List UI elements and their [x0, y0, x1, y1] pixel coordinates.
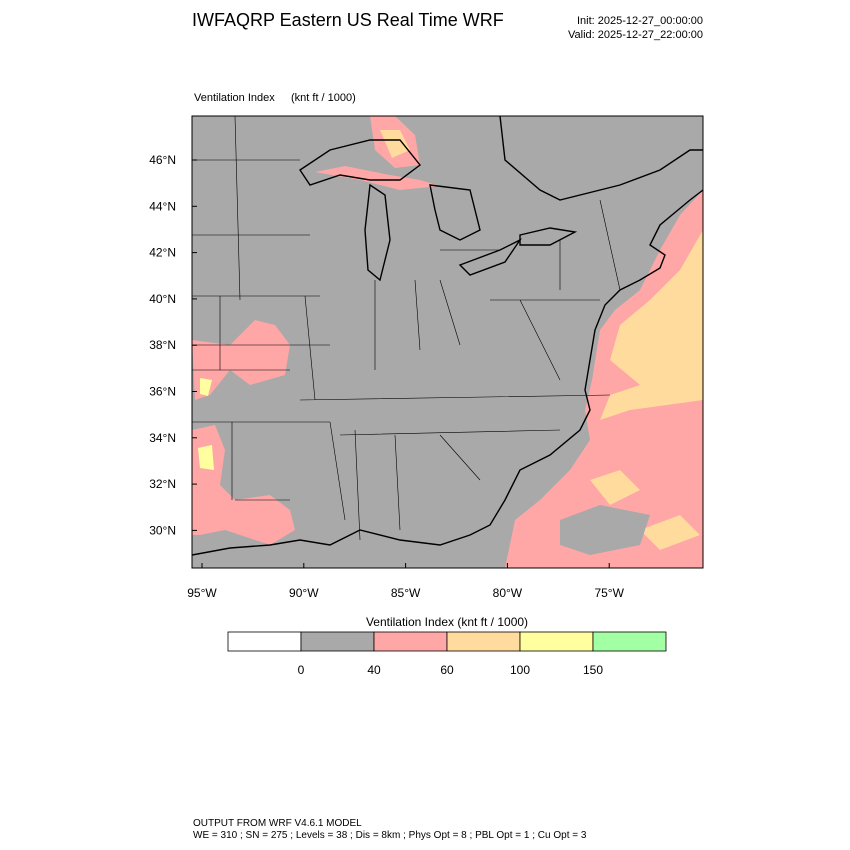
legend-label: 60 — [440, 663, 454, 677]
legend-label: 40 — [367, 663, 381, 677]
high-ventilation-area — [192, 320, 290, 400]
legend-label: 100 — [510, 663, 530, 677]
legend-swatch — [300, 631, 375, 652]
extreme-ventilation-area — [198, 378, 214, 470]
init-time: Init: 2025-12-27_00:00:00 — [577, 15, 703, 27]
lat-label: 36°N — [149, 385, 176, 399]
lon-label: 75°W — [594, 586, 624, 600]
lat-label: 30°N — [149, 523, 176, 537]
legend-label: 150 — [583, 663, 603, 677]
very-high-ventilation-area — [590, 470, 700, 550]
lat-label: 32°N — [149, 477, 176, 491]
very-high-ventilation-area — [600, 230, 703, 420]
title: IWFAQRP Eastern US Real Time WRF — [192, 10, 504, 30]
very-high-ventilation-area — [380, 130, 410, 158]
legend-title: Ventilation Index (knt ft / 1000) — [366, 615, 528, 629]
lake-huron — [429, 184, 481, 241]
lon-label: 95°W — [187, 586, 217, 600]
coastlines — [192, 116, 703, 556]
field-name: Ventilation Index — [194, 92, 275, 104]
field-units: (knt ft / 1000) — [291, 92, 356, 104]
legend-swatch — [373, 631, 448, 652]
legend-swatch — [227, 631, 302, 652]
state-borders — [192, 116, 621, 541]
map — [192, 116, 703, 568]
lat-label: 38°N — [149, 338, 176, 352]
low-ventilation-area — [560, 505, 650, 555]
map-frame — [191, 115, 704, 569]
lon-label: 85°W — [391, 586, 421, 600]
lake-superior — [299, 139, 421, 186]
high-ventilation-area — [315, 166, 440, 190]
legend-swatch — [446, 631, 521, 652]
lat-label: 44°N — [149, 199, 176, 213]
legend-label: 0 — [298, 663, 305, 677]
legend: 0 40 60 100 150 — [227, 631, 667, 677]
legend-swatch — [592, 631, 667, 652]
lon-label: 80°W — [493, 586, 523, 600]
axes: 46°N 44°N 42°N 40°N 38°N 36°N 34°N 32°N 30°N 95°W… — [149, 153, 624, 600]
valid-time: Valid: 2025-12-27_22:00:00 — [568, 29, 703, 41]
lat-label: 34°N — [149, 431, 176, 445]
lon-label: 90°W — [289, 586, 319, 600]
lat-label: 42°N — [149, 246, 176, 260]
legend-swatch — [519, 631, 594, 652]
high-ventilation-area — [192, 425, 295, 545]
lake-ontario — [519, 227, 578, 246]
lake-michigan — [364, 183, 391, 282]
high-ventilation-area — [505, 190, 703, 568]
lat-label: 46°N — [149, 153, 176, 167]
lat-label: 40°N — [149, 292, 176, 306]
footer-settings: WE = 310 ; SN = 275 ; Levels = 38 ; Dis … — [193, 830, 587, 841]
lake-erie — [458, 238, 523, 276]
footer-model: OUTPUT FROM WRF V4.6.1 MODEL — [193, 818, 362, 829]
